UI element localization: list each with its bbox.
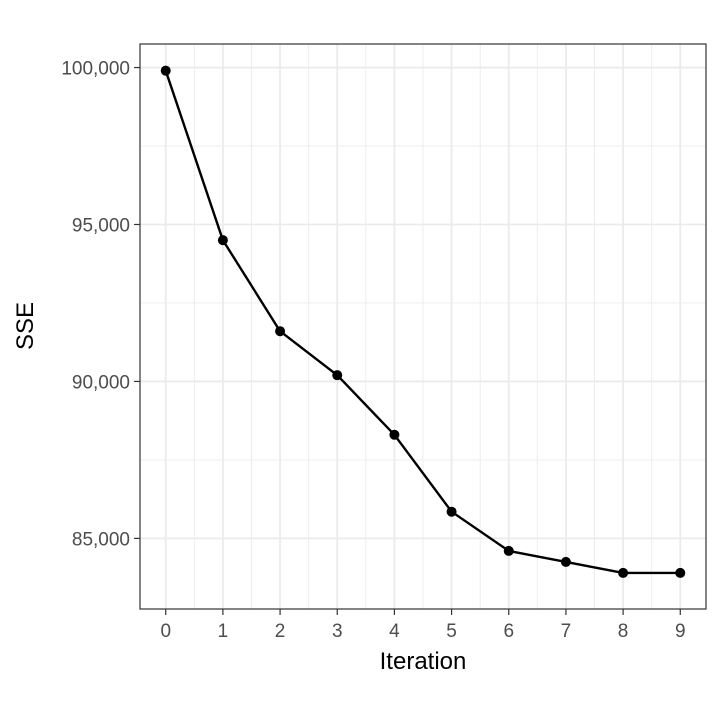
data-point (332, 370, 343, 381)
grid-minor (140, 44, 706, 609)
y-axis-title: SSE (12, 302, 39, 350)
data-point (560, 556, 571, 567)
y-axis-ticks: 85,000 90,000 95,000 100,000 (61, 59, 140, 550)
x-tick-label: 5 (446, 621, 457, 642)
data-point (503, 545, 514, 556)
y-tick-label: 90,000 (72, 372, 130, 393)
y-tick-label: 85,000 (72, 529, 130, 550)
series-line (164, 70, 681, 575)
data-point (217, 235, 228, 246)
x-tick-label: 0 (160, 621, 171, 642)
x-tick-label: 6 (503, 621, 514, 642)
x-tick-label: 4 (389, 621, 400, 642)
x-axis-title: Iteration (380, 648, 467, 675)
grid-major (140, 44, 706, 609)
x-tick-label: 9 (675, 621, 686, 642)
x-tick-label: 8 (618, 621, 629, 642)
x-axis-ticks: 0 1 2 3 4 5 6 7 8 9 (160, 609, 686, 642)
y-tick-label: 95,000 (72, 215, 130, 236)
data-point (446, 506, 457, 517)
x-tick-label: 1 (218, 621, 229, 642)
x-tick-label: 2 (275, 621, 286, 642)
data-points-group (160, 65, 686, 578)
x-tick-label: 3 (332, 621, 343, 642)
data-point (389, 429, 400, 440)
x-tick-label: 7 (561, 621, 572, 642)
data-point (275, 326, 286, 337)
data-point (618, 567, 629, 578)
panel-border (139, 43, 707, 610)
data-point (675, 567, 686, 578)
series-line-group (164, 70, 681, 575)
data-point (160, 65, 171, 76)
y-tick-label: 100,000 (61, 59, 130, 80)
